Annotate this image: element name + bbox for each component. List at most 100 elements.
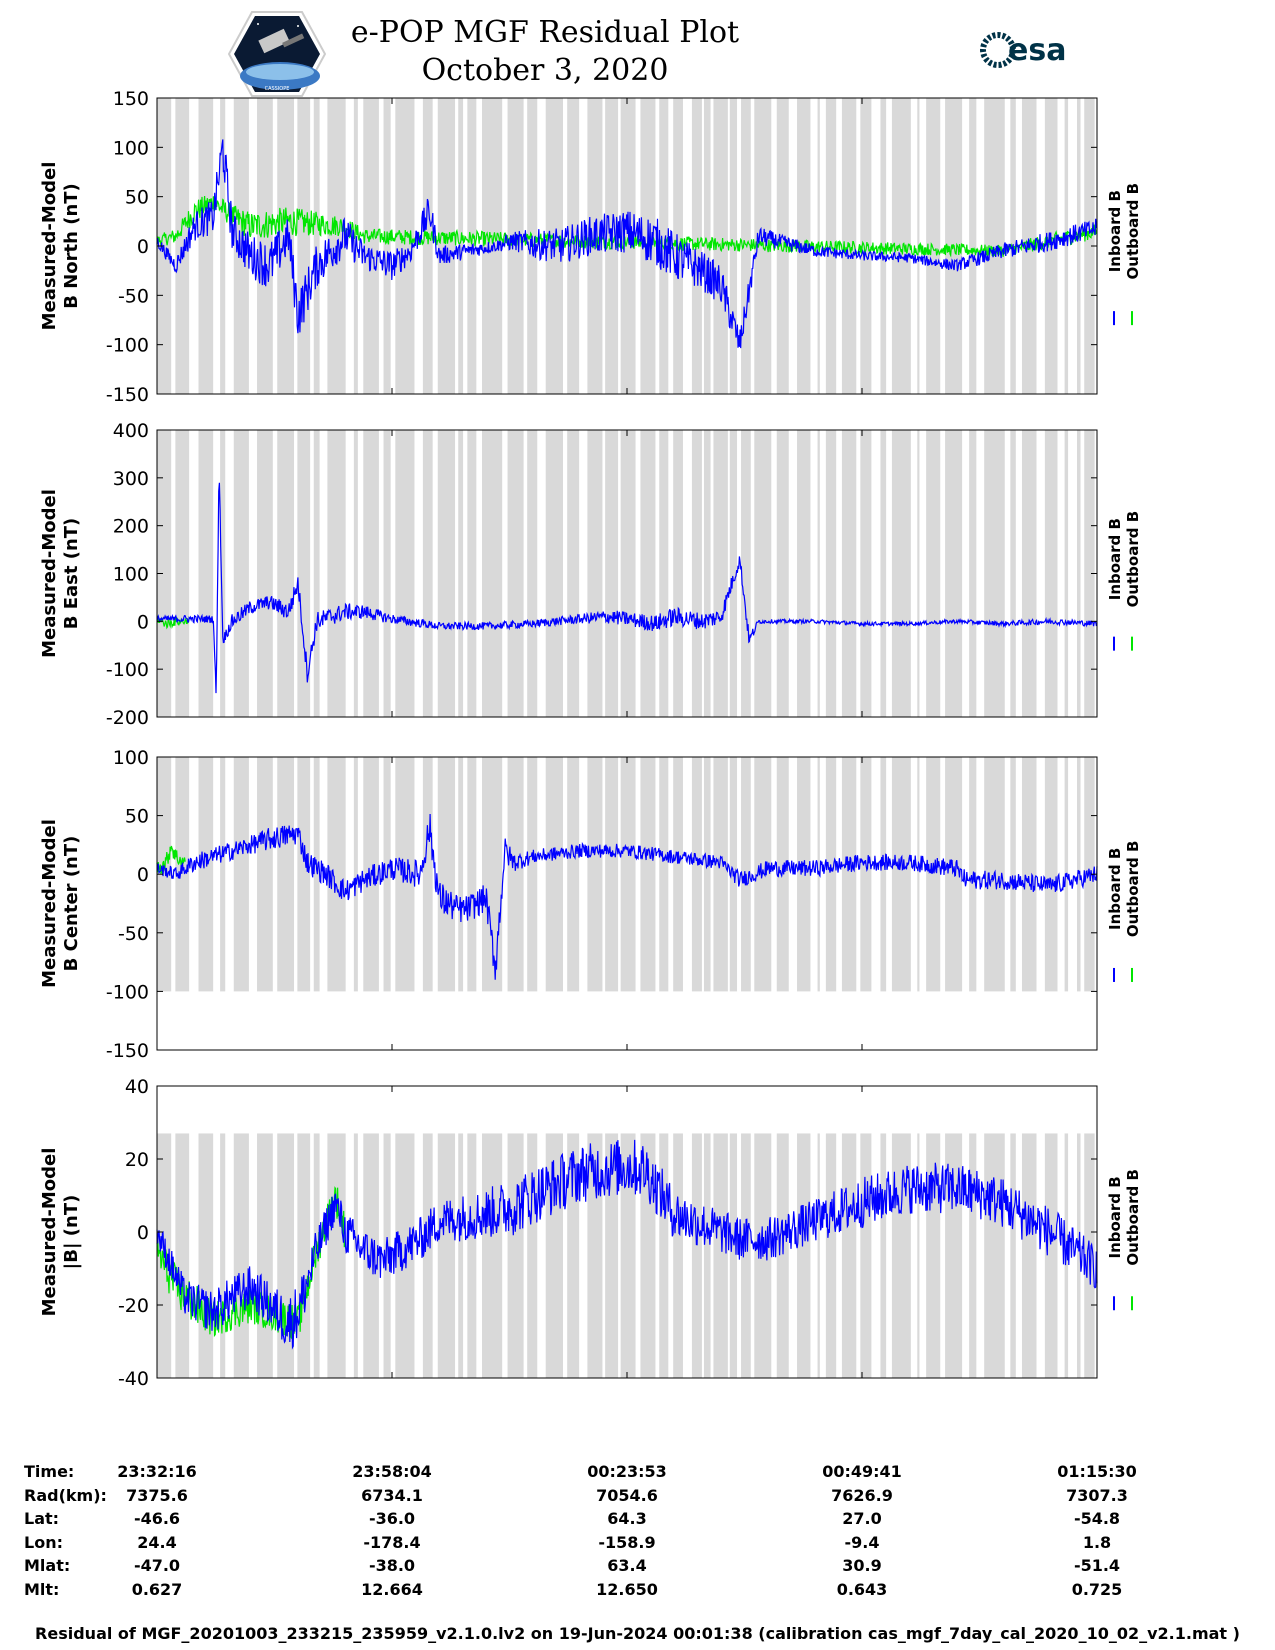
data-gap-shading (297, 757, 311, 992)
y-axis-label-line-2: B East (nT) (61, 518, 82, 630)
data-gap-shading (640, 430, 656, 717)
info-value: 30.9 (842, 1556, 882, 1575)
data-gap-shading (1044, 757, 1058, 992)
data-gap-shading (825, 1133, 837, 1378)
data-gap-shading (945, 430, 963, 717)
panel-2: 400 300 200 100 0 -100 -200 Measured-ModelB Eas… (39, 420, 1142, 729)
y-tick-label: 0 (137, 864, 149, 886)
data-gap-shading (926, 98, 941, 394)
data-gap-shading (917, 757, 920, 992)
y-tick-label: 300 (113, 468, 149, 490)
data-gap-shading (620, 98, 636, 394)
data-gap-shading (467, 430, 477, 717)
data-gap-shading (673, 757, 683, 992)
info-label: Lat: (24, 1509, 60, 1528)
series-line-inboard-b (156, 1139, 1098, 1350)
data-gap-shading (860, 98, 872, 394)
y-axis-label-line-1: Measured-Model (39, 489, 60, 658)
data-gap-shading (437, 757, 456, 992)
legend-item-inboard: Inboard B (1106, 518, 1124, 600)
data-gap-shading (277, 757, 295, 992)
info-row-mlt: Mlt: 0.627 12.664 12.650 0.643 0.725 (0, 1580, 1275, 1604)
data-gap-shading (233, 757, 249, 992)
y-axis-label: Measured-ModelB East (nT) (39, 489, 82, 658)
y-axis-label-line-2: B North (nT) (61, 183, 82, 309)
y-tick-label: -100 (106, 659, 149, 681)
series-line-inboard-b (156, 139, 1098, 349)
y-tick-label: 150 (113, 88, 149, 110)
info-label: Time: (24, 1462, 75, 1481)
y-tick-label: -150 (106, 384, 149, 406)
data-gap-shading (545, 430, 563, 717)
legend: Inboard BOutboard B (1106, 841, 1142, 938)
data-gap-shading (198, 430, 214, 717)
data-gap-shading (776, 430, 789, 717)
legend: Inboard BOutboard B (1106, 183, 1142, 280)
data-gap-shading (422, 430, 433, 717)
y-tick-label: 100 (113, 137, 149, 159)
data-gap-shading (233, 430, 249, 717)
esa-logo: esa (978, 30, 1098, 70)
y-axis-label-line-1: Measured-Model (39, 819, 60, 988)
data-gap-shading (825, 430, 837, 717)
legend-item-inboard: Inboard B (1106, 1176, 1124, 1258)
y-tick-label: -20 (118, 1295, 149, 1317)
data-gap-shading (175, 430, 190, 717)
cassiope-mission-logo: CASSIOPE (227, 10, 327, 98)
legend-item-inboard: Inboard B (1106, 190, 1124, 272)
data-gap-shading (605, 1133, 619, 1378)
data-gap-shading (673, 430, 683, 717)
data-gap-shading (233, 1133, 249, 1378)
data-gap-shading (891, 757, 911, 992)
data-gap-shading (587, 757, 603, 992)
data-gap-shading (891, 430, 911, 717)
title-line-1: e-POP MGF Residual Plot (350, 15, 740, 50)
legend: Inboard BOutboard B (1106, 1169, 1142, 1266)
data-gap-shading (363, 430, 379, 717)
y-axis-label-line-1: Measured-Model (39, 1148, 60, 1317)
data-gap-shading (257, 1133, 273, 1378)
data-gap-shading (422, 98, 433, 394)
data-gap-shading (1077, 757, 1081, 992)
data-gap-shading (327, 1133, 346, 1378)
data-gap-shading (817, 430, 820, 717)
data-gap-shading (297, 430, 311, 717)
data-gap-shading (257, 757, 273, 992)
info-label: Mlt: (24, 1579, 60, 1599)
data-gap-shading (754, 430, 772, 717)
y-tick-label: -100 (106, 981, 149, 1003)
data-gap-shading (395, 430, 415, 717)
data-gap-shading (175, 757, 190, 992)
data-gap-shading (776, 1133, 789, 1378)
info-value: 7375.6 (126, 1485, 188, 1505)
panel-4: 40 20 0 -20 -40 Measured-Model|B| (nT) Inboard… (39, 1076, 1142, 1390)
info-label: Mlat: (24, 1556, 71, 1575)
legend-item-inboard: Inboard B (1106, 848, 1124, 930)
data-gap-shading (969, 1133, 977, 1378)
data-gap-shading (422, 757, 433, 992)
y-tick-label: 400 (113, 420, 149, 442)
data-gap-shading (481, 430, 503, 717)
series-line-inboard-b (156, 482, 1098, 694)
legend: Inboard BOutboard B (1106, 511, 1142, 608)
info-row-time: Time: 23:32:16 23:58:04 00:23:53 00:49:41 01:… (0, 1462, 1275, 1486)
data-gap-shading (383, 430, 391, 717)
y-tick-label: -150 (106, 1040, 149, 1062)
data-gap-shading (969, 98, 977, 394)
info-row-lon: Lon: 24.4 -178.4 -158.9 -9.4 1.8 (0, 1533, 1275, 1557)
data-gap-shading (797, 757, 811, 992)
data-gap-shading (467, 757, 477, 992)
data-gap-shading (507, 757, 524, 992)
y-axis-label: Measured-ModelB Center (nT) (39, 819, 82, 988)
y-tick-label: 50 (125, 806, 149, 828)
legend-item-outboard: Outboard B (1124, 1169, 1142, 1266)
data-gap-shading (797, 430, 811, 717)
data-gap-shading (1021, 757, 1037, 992)
data-gap-shading (481, 1133, 503, 1378)
data-gap-shading (383, 98, 391, 394)
info-row-rad: Rad(km): 7375.6 6734.1 7054.6 7626.9 7307.3 (0, 1486, 1275, 1510)
data-gap-shading (729, 430, 738, 717)
y-tick-label: 50 (125, 187, 149, 209)
legend-item-outboard: Outboard B (1124, 841, 1142, 938)
y-tick-label: 0 (137, 236, 149, 258)
